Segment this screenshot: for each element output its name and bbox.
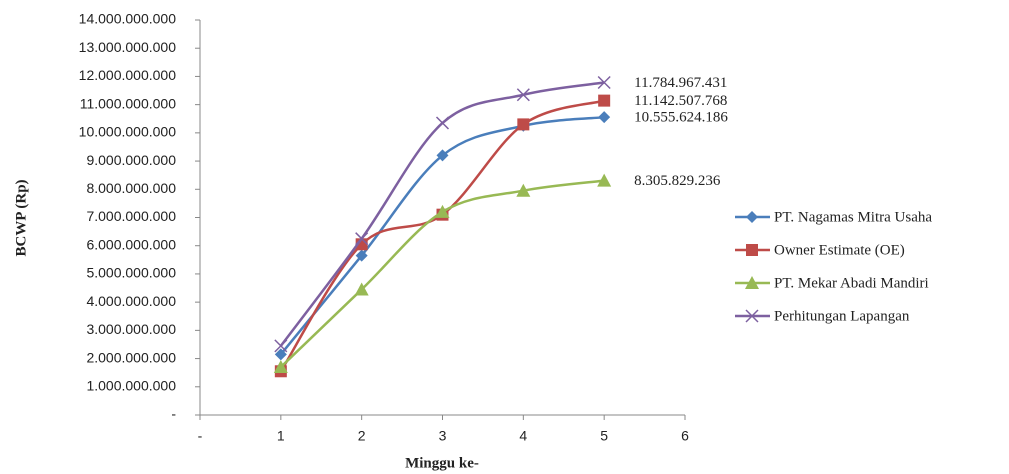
value-label: 10.555.624.186 <box>634 110 728 126</box>
x-tick-label: 5 <box>600 428 608 444</box>
y-tick-label: 14.000.000.000 <box>79 11 177 27</box>
y-tick-label: 13.000.000.000 <box>79 39 177 55</box>
x-tick-label: 4 <box>519 428 527 444</box>
legend-label: PT. Nagamas Mitra Usaha <box>774 209 932 225</box>
legend-marker <box>746 211 758 223</box>
data-point <box>598 111 610 123</box>
data-point <box>598 95 610 107</box>
y-tick-label: 8.000.000.000 <box>86 180 176 196</box>
y-tick-label: 4.000.000.000 <box>86 293 176 309</box>
y-tick-label: 12.000.000.000 <box>79 67 177 83</box>
y-tick-label: 6.000.000.000 <box>86 236 176 252</box>
chart: BCWP (Rp) Minggu ke- - 1.000.000.000 2.000… <box>0 0 1009 474</box>
y-tick-label: 7.000.000.000 <box>86 208 176 224</box>
series-line <box>281 101 604 372</box>
x-tick-label: 3 <box>439 428 447 444</box>
data-point <box>517 118 529 130</box>
y-tick-label: 10.000.000.000 <box>79 124 177 140</box>
x-tick-label: - <box>198 428 203 444</box>
y-tick-label: - <box>171 406 176 422</box>
value-label: 11.784.967.431 <box>634 75 727 91</box>
data-point <box>437 117 449 129</box>
x-axis-title: Minggu ke- <box>405 455 479 471</box>
y-tick-label: 9.000.000.000 <box>86 152 176 168</box>
y-tick-label: 2.000.000.000 <box>86 349 176 365</box>
value-label: 11.142.507.768 <box>634 93 727 109</box>
x-tick-label: 6 <box>681 428 689 444</box>
value-label: 8.305.829.236 <box>634 173 721 189</box>
y-tick-label: 11.000.000.000 <box>80 95 176 111</box>
legend-label: Perhitungan Lapangan <box>774 308 910 324</box>
legend-marker <box>746 244 758 256</box>
legend-label: PT. Mekar Abadi Mandiri <box>774 275 929 291</box>
y-tick-label: 3.000.000.000 <box>86 321 176 337</box>
y-axis-title: BCWP (Rp) <box>13 179 29 256</box>
y-tick-label: 1.000.000.000 <box>86 377 176 393</box>
x-tick-label: 1 <box>277 428 285 444</box>
x-tick-label: 2 <box>358 428 366 444</box>
legend-label: Owner Estimate (OE) <box>774 242 905 258</box>
y-tick-label: 5.000.000.000 <box>86 265 176 281</box>
